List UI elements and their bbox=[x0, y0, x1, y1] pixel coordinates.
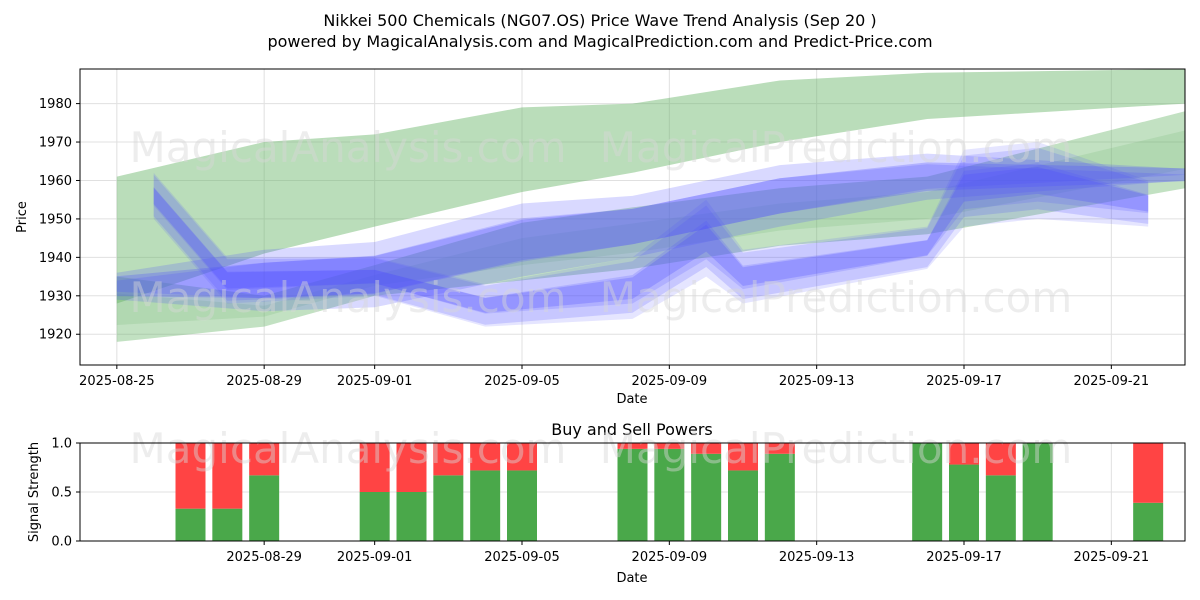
price-x-tick-label: 2025-08-29 bbox=[226, 374, 302, 389]
price-y-tick-label: 1980 bbox=[39, 97, 72, 112]
buy-bar bbox=[433, 475, 464, 541]
buy-bar bbox=[1022, 443, 1053, 541]
sell-bar bbox=[985, 443, 1016, 476]
signal-x-tick-label: 2025-09-17 bbox=[926, 550, 1002, 565]
sell-bar bbox=[764, 443, 795, 454]
watermark-analysis-1: MagicalAnalysis.com bbox=[130, 123, 567, 172]
price-x-tick-label: 2025-09-05 bbox=[484, 374, 560, 389]
sell-bar bbox=[507, 443, 537, 471]
sell-bar bbox=[433, 443, 464, 476]
watermark-analysis-3: MagicalAnalysis.com bbox=[130, 424, 567, 473]
sell-bar bbox=[1133, 443, 1164, 503]
price-grid bbox=[80, 69, 1185, 365]
signal-title: Buy and Sell Powers bbox=[551, 420, 713, 439]
chart-title: Nikkei 500 Chemicals (NG07.OS) Price Wav… bbox=[323, 11, 876, 30]
price-x-tick-label: 2025-09-17 bbox=[926, 374, 1002, 389]
band-blue-wave-oscillation-layer-1 bbox=[153, 147, 1149, 314]
price-x-ticks: 2025-08-25 2025-08-29 2025-09-01 2025-09-05… bbox=[79, 365, 1149, 389]
price-watermarks: MagicalAnalysis.com MagicalPrediction.co… bbox=[130, 123, 1073, 322]
buy-bar bbox=[507, 470, 537, 541]
price-y-tick-label: 1940 bbox=[39, 251, 72, 266]
buy-bar bbox=[691, 453, 722, 541]
sell-bar bbox=[949, 443, 979, 465]
signal-x-tick-label: 2025-09-21 bbox=[1074, 550, 1150, 565]
band-green-wave-lower-layer-1 bbox=[116, 130, 1185, 325]
buy-bar bbox=[617, 448, 648, 541]
watermark-analysis-2: MagicalAnalysis.com bbox=[130, 273, 567, 322]
signal-panel: Buy and Sell Powers MagicalAnalysis.com … bbox=[27, 420, 1186, 586]
sell-bar bbox=[654, 443, 685, 449]
price-y-ticks: 1920 1930 1940 1950 1960 1970 1980 bbox=[39, 97, 80, 343]
price-x-label: Date bbox=[616, 392, 647, 407]
band-green-wave-upper-layer-0 bbox=[116, 69, 1185, 304]
buy-bar bbox=[249, 475, 280, 541]
sell-bar bbox=[396, 443, 427, 492]
chart-subtitle: powered by MagicalAnalysis.com and Magic… bbox=[267, 32, 932, 51]
sell-bar bbox=[617, 443, 648, 449]
signal-bars bbox=[175, 443, 1164, 541]
sell-bar bbox=[728, 443, 758, 471]
buy-bar bbox=[985, 475, 1016, 541]
signal-x-label: Date bbox=[616, 571, 647, 586]
signal-x-tick-label: 2025-09-05 bbox=[484, 550, 560, 565]
buy-bar bbox=[359, 492, 390, 541]
buy-bar bbox=[912, 443, 943, 541]
signal-y-tick-label: 0.5 bbox=[51, 486, 72, 501]
sell-bar bbox=[212, 443, 243, 509]
signal-x-ticks: 2025-08-29 2025-09-01 2025-09-05 2025-09-09… bbox=[226, 541, 1149, 565]
buy-bar bbox=[212, 508, 243, 541]
sell-bar bbox=[359, 443, 390, 492]
band-blue-wave-oscillation-layer-3 bbox=[153, 167, 1149, 313]
signal-y-tick-label: 0.0 bbox=[51, 535, 72, 550]
price-y-label: Price bbox=[15, 201, 30, 233]
price-y-tick-label: 1950 bbox=[39, 212, 72, 227]
price-x-tick-label: 2025-09-09 bbox=[632, 374, 708, 389]
sell-bar bbox=[470, 443, 501, 471]
band-blue-wave-oscillation-layer-2 bbox=[153, 163, 1149, 325]
watermark-prediction-1: MagicalPrediction.com bbox=[600, 123, 1073, 172]
signal-watermarks: MagicalAnalysis.com MagicalPrediction.co… bbox=[130, 424, 1073, 473]
buy-bar bbox=[728, 470, 758, 541]
band-blue-wave-channel-layer-1 bbox=[116, 164, 1185, 299]
price-x-tick-label: 2025-09-21 bbox=[1074, 374, 1150, 389]
signal-x-tick-label: 2025-09-01 bbox=[337, 550, 413, 565]
signal-x-tick-label: 2025-08-29 bbox=[226, 550, 302, 565]
buy-bar bbox=[654, 448, 685, 541]
watermark-prediction-3: MagicalPrediction.com bbox=[600, 424, 1073, 473]
signal-x-tick-label: 2025-09-09 bbox=[632, 550, 708, 565]
watermark-prediction-2: MagicalPrediction.com bbox=[600, 273, 1073, 322]
signal-x-tick-label: 2025-09-13 bbox=[779, 550, 855, 565]
price-y-tick-label: 1930 bbox=[39, 289, 72, 304]
price-x-tick-label: 2025-09-01 bbox=[337, 374, 413, 389]
buy-bar bbox=[396, 492, 427, 541]
buy-bar bbox=[949, 464, 979, 541]
price-y-tick-label: 1970 bbox=[39, 136, 72, 151]
band-blue-wave-channel-layer-2 bbox=[116, 162, 1185, 299]
price-y-tick-label: 1920 bbox=[39, 328, 72, 343]
signal-y-ticks: 0.0 0.5 1.0 bbox=[51, 437, 80, 550]
signal-y-tick-label: 1.0 bbox=[51, 437, 72, 452]
price-panel: MagicalAnalysis.com MagicalPrediction.co… bbox=[15, 68, 1186, 407]
sell-bar bbox=[691, 443, 722, 454]
buy-bar bbox=[175, 508, 206, 541]
sell-bar bbox=[175, 443, 206, 509]
price-axes-frame bbox=[79, 68, 1186, 366]
buy-bar bbox=[764, 453, 795, 541]
buy-bar bbox=[470, 470, 501, 541]
price-bands bbox=[116, 69, 1185, 342]
band-green-wave-lower-layer-0 bbox=[116, 111, 1185, 342]
band-blue-wave-channel-layer-0 bbox=[116, 153, 1185, 312]
band-blue-wave-oscillation-layer-0 bbox=[153, 142, 1149, 327]
price-x-tick-label: 2025-08-25 bbox=[79, 374, 155, 389]
sell-bar bbox=[249, 443, 280, 476]
signal-y-label: Signal Strength bbox=[27, 442, 42, 542]
price-x-tick-label: 2025-09-13 bbox=[779, 374, 855, 389]
price-y-tick-label: 1960 bbox=[39, 174, 72, 189]
buy-bar bbox=[1133, 502, 1164, 541]
